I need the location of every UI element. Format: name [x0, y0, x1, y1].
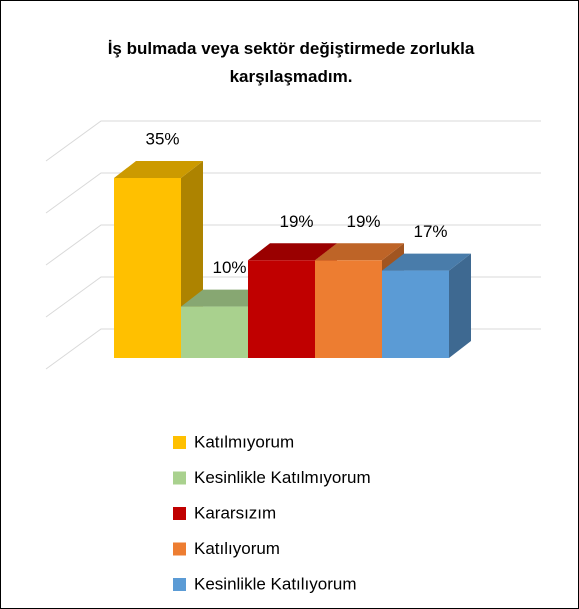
- data-label: 35%: [145, 129, 179, 148]
- bar: [181, 306, 248, 358]
- data-label: 19%: [346, 212, 380, 231]
- data-label: 10%: [212, 258, 246, 277]
- grid-line: [45, 172, 541, 214]
- bar: [315, 260, 382, 358]
- data-label: 19%: [279, 212, 313, 231]
- bar: [382, 270, 449, 358]
- legend-swatch: [173, 542, 186, 556]
- grid-line: [45, 120, 541, 162]
- bar-top: [248, 243, 337, 261]
- legend-swatch: [173, 471, 186, 485]
- legend-label: Kararsızım: [194, 503, 276, 522]
- bar-top: [315, 243, 404, 261]
- legend-label: Kesinlikle Katılmıyorum: [194, 468, 371, 487]
- bar-top: [114, 161, 203, 178]
- legend-label: Kesinlikle Katılıyorum: [194, 574, 357, 593]
- legend-label: Katılmıyorum: [194, 432, 294, 451]
- legend-swatch: [173, 507, 186, 520]
- chart-title: İş bulmada veya sektör değiştirmede zorl…: [107, 39, 475, 86]
- bar-side: [449, 253, 471, 358]
- bar-top: [181, 289, 270, 307]
- bar: [248, 260, 315, 358]
- data-label: 17%: [413, 222, 447, 241]
- bar: [114, 178, 181, 358]
- grid-line: [45, 224, 541, 266]
- legend-swatch: [173, 578, 186, 591]
- bar-top: [382, 253, 471, 271]
- legend-swatch: [173, 436, 186, 449]
- legend-label: Katılıyorum: [194, 539, 280, 558]
